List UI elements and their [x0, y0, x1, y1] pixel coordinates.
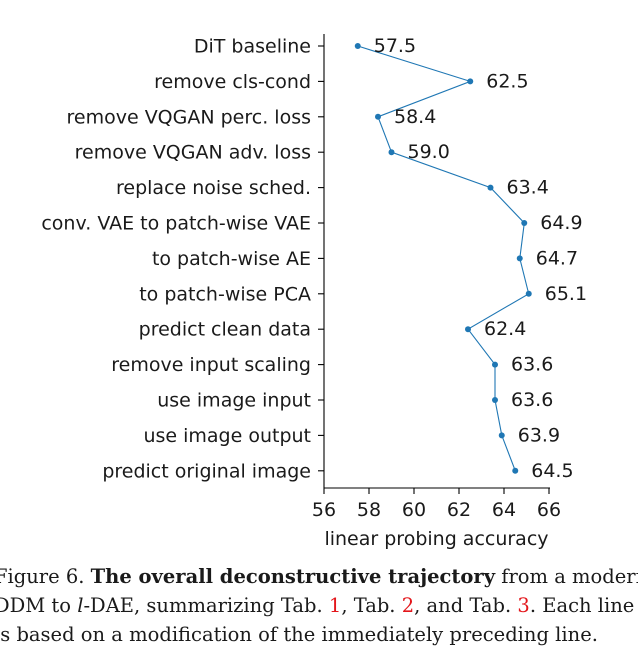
caption-sep-2: , and Tab. — [414, 594, 518, 617]
y-tick-label: remove VQGAN perc. loss — [67, 106, 312, 128]
x-axis: 56 58 60 62 64 66 — [312, 487, 561, 521]
y-axis: DiT baseline remove cls-cond remove VQGAN … — [41, 34, 325, 488]
x-axis-label: linear probing accuracy — [324, 528, 548, 550]
trajectory-chart: DiT baseline remove cls-cond remove VQGAN … — [41, 34, 587, 550]
data-point — [512, 467, 519, 474]
y-tick-label: predict original image — [102, 460, 311, 482]
x-tick-label: 60 — [402, 499, 426, 521]
y-tick-label: to patch-wise PCA — [139, 283, 311, 305]
data-value-label: 62.4 — [484, 318, 526, 340]
data-labels: 57.5 62.5 58.4 59.0 63.4 64.9 64.7 65.1 62.4 63.6… — [374, 35, 587, 482]
y-tick-label: use image input — [157, 390, 311, 412]
table-ref-link-1[interactable]: 1 — [328, 594, 342, 617]
trajectory-line — [357, 45, 530, 471]
data-value-label: 63.4 — [507, 177, 549, 199]
data-point — [467, 78, 474, 85]
data-value-label: 63.6 — [511, 354, 553, 376]
data-point — [525, 290, 532, 297]
y-tick-label: remove VQGAN adv. loss — [75, 142, 311, 164]
data-value-label: 58.4 — [394, 106, 436, 128]
x-tick-label: 62 — [447, 499, 471, 521]
y-tick-label: DiT baseline — [194, 36, 311, 58]
table-ref-link-3[interactable]: 3 — [517, 594, 530, 617]
caption-text-2b: -DAE, summarizing Tab. — [83, 594, 329, 617]
data-point — [521, 220, 528, 226]
x-tick-label: 66 — [537, 499, 561, 521]
caption-line-3: is based on a modification of the immedi… — [0, 623, 598, 646]
y-tick-label: predict clean data — [139, 319, 311, 341]
caption-figure-number: Figure 6. — [0, 565, 91, 588]
y-tick-label: to patch-wise AE — [152, 248, 311, 270]
caption-text-2c: . Each line — [529, 594, 635, 617]
series-line — [354, 43, 532, 474]
x-tick-label: 64 — [492, 499, 516, 521]
x-tick-label: 56 — [312, 499, 336, 521]
data-point — [375, 113, 381, 120]
data-value-label: 64.7 — [536, 247, 578, 269]
data-value-label: 65.1 — [545, 283, 587, 305]
caption-italic-l: l — [77, 594, 84, 617]
caption-line-2: DDM to l-DAE, summarizing Tab. 1, Tab. 2… — [0, 591, 638, 620]
table-ref-link-2[interactable]: 2 — [401, 594, 415, 617]
data-point — [388, 149, 395, 156]
data-value-label: 64.9 — [540, 212, 582, 234]
caption-line-1: Figure 6. The overall deconstructive tra… — [0, 562, 638, 591]
data-point — [492, 397, 498, 403]
y-tick-label: remove input scaling — [111, 354, 311, 376]
caption-text-2a: DDM to — [0, 594, 78, 617]
caption-sep-1: , Tab. — [341, 594, 402, 617]
data-value-label: 57.5 — [374, 35, 416, 57]
data-point — [465, 326, 471, 333]
data-point — [487, 184, 494, 191]
y-tick-label: conv. VAE to patch-wise VAE — [41, 213, 311, 235]
caption-title: The overall deconstructive trajectory — [90, 565, 496, 588]
data-point — [492, 361, 498, 368]
y-tick-label: remove cls-cond — [154, 71, 311, 93]
data-value-label: 59.0 — [408, 141, 450, 163]
data-point — [498, 432, 505, 439]
data-point — [516, 255, 523, 262]
data-value-label: 63.6 — [511, 389, 553, 411]
data-point — [354, 43, 361, 49]
y-tick-label: replace noise sched. — [116, 177, 311, 199]
data-value-label: 62.5 — [486, 70, 528, 92]
y-tick-label: use image output — [143, 425, 311, 447]
data-value-label: 64.5 — [531, 460, 573, 482]
data-value-label: 63.9 — [518, 424, 560, 446]
figure-caption: Figure 6. The overall deconstructive tra… — [0, 562, 638, 649]
x-tick-label: 58 — [357, 499, 381, 521]
caption-text-1: from a modern — [495, 565, 638, 588]
